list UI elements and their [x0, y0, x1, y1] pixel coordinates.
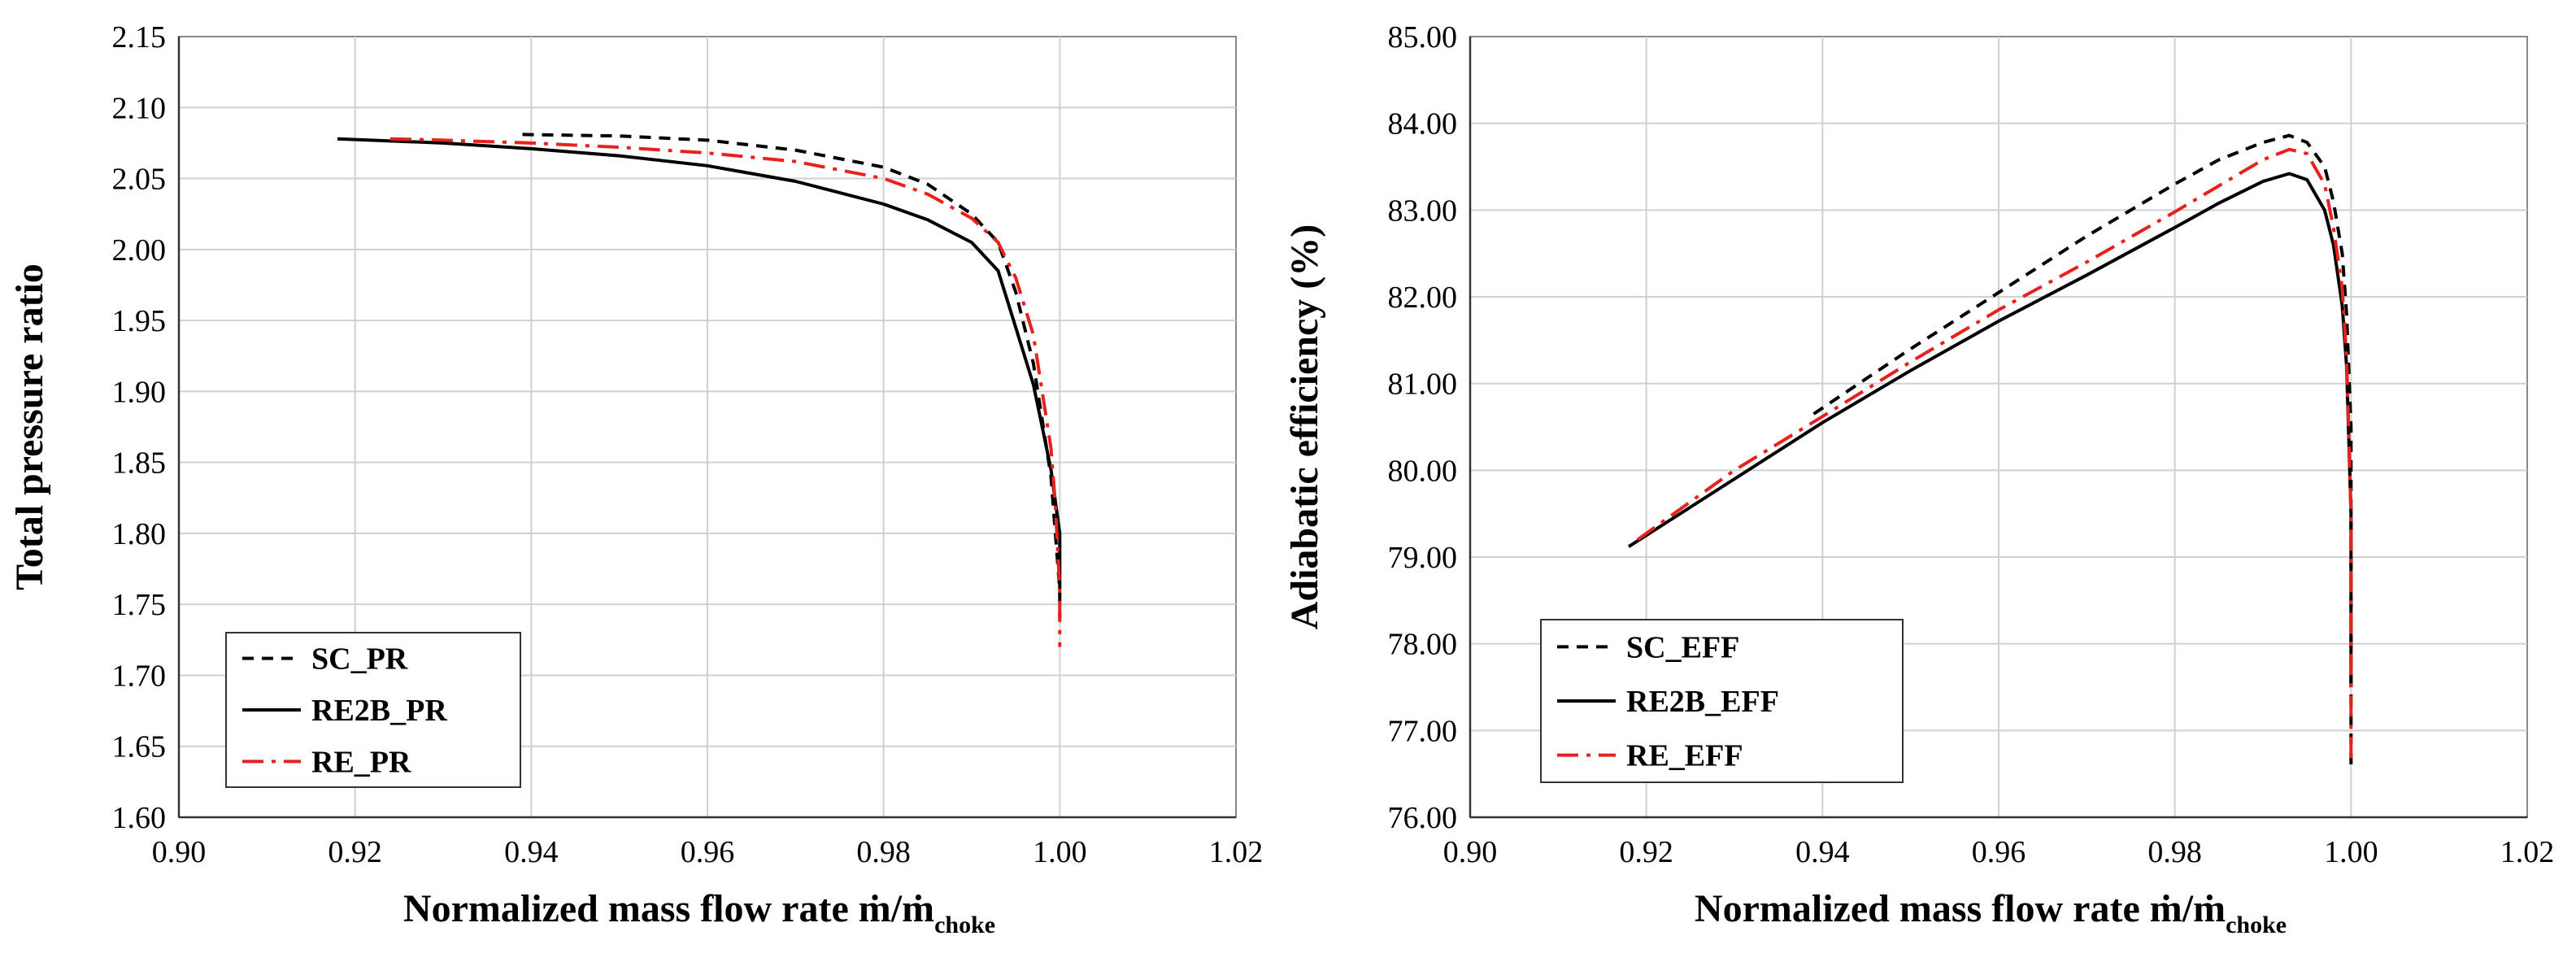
y-tick-label: 2.10	[112, 91, 167, 125]
legend-label: RE2B_EFF	[1626, 685, 1779, 719]
x-axis-label: Normalized mass flow rate ṁ/ṁchoke	[1695, 887, 2287, 938]
y-tick-label: 85.00	[1388, 20, 1458, 54]
y-tick-label: 80.00	[1388, 454, 1458, 488]
y-tick-label: 1.90	[112, 375, 167, 409]
y-tick-label: 2.05	[112, 163, 167, 197]
x-axis-label: Normalized mass flow rate ṁ/ṁchoke	[403, 887, 995, 938]
y-tick-label: 83.00	[1388, 194, 1458, 228]
x-tick-label: 1.00	[2324, 835, 2378, 869]
efficiency-chart: 0.90 0.92 0.94 0.96 0.98 1.00 1.02 76.00 77.00 78…	[1283, 20, 2554, 938]
y-tick-label: 81.00	[1388, 368, 1458, 402]
legend-label: SC_EFF	[1626, 630, 1739, 664]
series-line-sc-pr	[522, 133, 1062, 619]
x-tick-label: 0.96	[681, 835, 735, 869]
y-tick-label: 76.00	[1388, 801, 1458, 835]
x-tick-label: 0.90	[1443, 835, 1498, 869]
series-line-re-eff	[1636, 147, 2353, 765]
y-axis-label: Total pressure ratio	[8, 263, 51, 590]
x-tick-label: 0.92	[1619, 835, 1673, 869]
x-axis-label-subscript: choke	[934, 912, 995, 938]
pressure-ratio-chart: 0.90 0.92 0.94 0.96 0.98 1.00 1.02 1.60 1.65 1.70…	[8, 20, 1263, 938]
y-tick-label: 77.00	[1388, 714, 1458, 748]
x-tick-label: 0.92	[328, 835, 382, 869]
x-tick-label: 0.94	[1795, 835, 1850, 869]
x-tick-label: 0.98	[2147, 835, 2202, 869]
x-tick-label: 1.02	[1209, 835, 1264, 869]
y-tick-label: 82.00	[1388, 281, 1458, 315]
y-tick-label: 1.70	[112, 659, 167, 693]
legend-label: RE_PR	[311, 745, 411, 779]
y-tick-label: 1.75	[112, 588, 167, 622]
legend-label: RE_EFF	[1626, 739, 1743, 773]
y-tick-label: 1.65	[112, 730, 167, 764]
series-line-sc-eff	[1812, 133, 2353, 765]
y-tick-label: 1.60	[112, 801, 167, 835]
y-tick-label: 1.85	[112, 446, 167, 481]
legend-label: SC_PR	[311, 642, 408, 677]
y-tick-label: 79.00	[1388, 541, 1458, 575]
y-axis-label: Adiabatic efficiency (%)	[1283, 224, 1326, 630]
y-tick-label: 84.00	[1388, 107, 1458, 141]
legend-label: RE2B_PR	[311, 694, 447, 728]
y-tick-label: 1.80	[112, 517, 167, 551]
x-tick-label: 0.90	[152, 835, 207, 869]
legend: SC_EFF RE2B_EFF RE_EFF	[1540, 619, 1904, 783]
legend: SC_PR RE2B_PR RE_PR	[225, 632, 521, 788]
x-tick-label: 0.96	[1972, 835, 2026, 869]
y-tick-label: 78.00	[1388, 628, 1458, 662]
series-line-re-pr	[389, 137, 1062, 647]
x-tick-label: 1.00	[1033, 835, 1087, 869]
y-tick-label: 2.00	[112, 233, 167, 268]
x-tick-label: 1.02	[2500, 835, 2555, 869]
series-line-re2b-pr	[337, 137, 1062, 590]
x-axis-label-subscript: choke	[2226, 912, 2287, 938]
y-tick-label: 1.95	[112, 304, 167, 338]
x-tick-label: 0.94	[504, 835, 559, 869]
y-tick-label: 2.15	[112, 20, 167, 54]
x-tick-label: 0.98	[856, 835, 911, 869]
